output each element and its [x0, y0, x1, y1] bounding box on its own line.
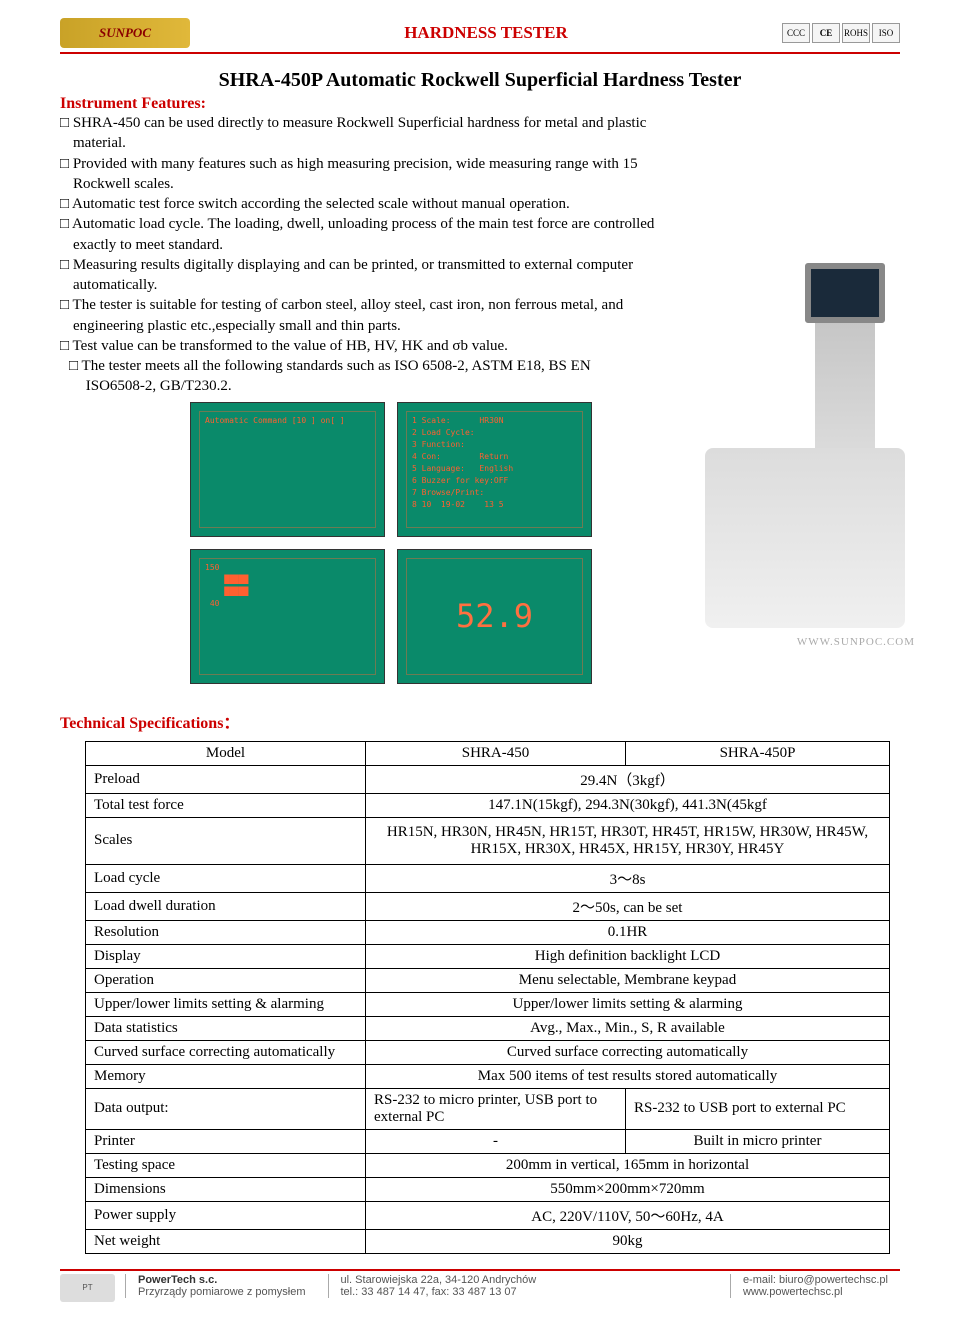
- table-row: Printer - Built in micro printer: [86, 1129, 890, 1153]
- table-row: DisplayHigh definition backlight LCD: [86, 944, 890, 968]
- model-header: Model: [86, 741, 366, 765]
- footer-contact: e-mail: biuro@powertechsc.pl www.powerte…: [730, 1274, 900, 1298]
- tech-spec-heading: Technical Specifications：: [60, 709, 900, 733]
- lcd-screen-3: 150 █████ █████ 40: [190, 549, 385, 684]
- feature-item: The tester meets all the following stand…: [60, 356, 690, 397]
- brand-logo: SUNPOC: [60, 18, 190, 48]
- features-heading: Instrument Features:: [60, 95, 900, 113]
- table-row: Data output: RS-232 to micro printer, US…: [86, 1088, 890, 1129]
- table-row: MemoryMax 500 items of test results stor…: [86, 1064, 890, 1088]
- product-photo: WWW.SUNPOC.COM: [695, 253, 915, 648]
- table-row: Power supplyAC, 220V/110V, 50～60Hz, 4A: [86, 1201, 890, 1229]
- feature-item: Provided with many features such as high…: [60, 154, 690, 195]
- badge-rohs: ROHS: [842, 23, 870, 43]
- feature-item: Automatic load cycle. The loading, dwell…: [60, 214, 690, 255]
- model-col-1: SHRA-450: [366, 741, 626, 765]
- feature-item: Automatic test force switch according th…: [60, 194, 690, 214]
- table-row: Load cycle3～8s: [86, 864, 890, 892]
- table-row: Model SHRA-450 SHRA-450P: [86, 741, 890, 765]
- feature-item: Measuring results digitally displaying a…: [60, 255, 690, 296]
- lcd-screen-4: 52.9: [397, 549, 592, 684]
- footer-company: PowerTech s.c. Przyrządy pomiarowe z pom…: [125, 1274, 318, 1298]
- table-row: Resolution0.1HR: [86, 920, 890, 944]
- header-title: HARDNESS TESTER: [190, 23, 782, 43]
- table-row: OperationMenu selectable, Membrane keypa…: [86, 968, 890, 992]
- table-row: Upper/lower limits setting & alarmingUpp…: [86, 992, 890, 1016]
- footer-logo: PT: [60, 1274, 115, 1302]
- feature-item: The tester is suitable for testing of ca…: [60, 295, 690, 336]
- table-row: ScalesHR15N, HR30N, HR45N, HR15T, HR30T,…: [86, 817, 890, 864]
- table-row: Preload29.4N（3kgf）: [86, 765, 890, 793]
- table-row: Load dwell duration2～50s, can be set: [86, 892, 890, 920]
- watermark: WWW.SUNPOC.COM: [797, 636, 915, 648]
- badge-iso: ISO: [872, 23, 900, 43]
- table-row: Dimensions550mm×200mm×720mm: [86, 1177, 890, 1201]
- model-col-2: SHRA-450P: [626, 741, 890, 765]
- footer-address: ul. Starowiejska 22a, 34-120 Andrychów t…: [328, 1274, 549, 1298]
- feature-item: Test value can be transformed to the val…: [60, 336, 690, 356]
- page-footer: PT PowerTech s.c. Przyrządy pomiarowe z …: [60, 1269, 900, 1302]
- table-row: Net weight90kg: [86, 1229, 890, 1253]
- table-row: Curved surface correcting automaticallyC…: [86, 1040, 890, 1064]
- lcd-screen-1: Automatic Command [10 ] on[ ]: [190, 402, 385, 537]
- table-row: Data statisticsAvg., Max., Min., S, R av…: [86, 1016, 890, 1040]
- lcd-screenshots: Automatic Command [10 ] on[ ] 1 Scale: H…: [190, 402, 610, 684]
- spec-table: Model SHRA-450 SHRA-450P Preload29.4N（3k…: [85, 741, 890, 1254]
- page-header: SUNPOC HARDNESS TESTER CCC CE ROHS ISO: [60, 18, 900, 54]
- features-list: SHRA-450 can be used directly to measure…: [60, 113, 690, 397]
- table-row: Total test force147.1N(15kgf), 294.3N(30…: [86, 793, 890, 817]
- badge-ccc: CCC: [782, 23, 810, 43]
- product-title: SHRA-450P Automatic Rockwell Superficial…: [60, 69, 900, 92]
- feature-item: SHRA-450 can be used directly to measure…: [60, 113, 690, 154]
- badge-ce: CE: [812, 23, 840, 43]
- lcd-screen-2: 1 Scale: HR30N 2 Load Cycle: 3 Function:…: [397, 402, 592, 537]
- table-row: Testing space200mm in vertical, 165mm in…: [86, 1153, 890, 1177]
- cert-badges: CCC CE ROHS ISO: [782, 23, 900, 43]
